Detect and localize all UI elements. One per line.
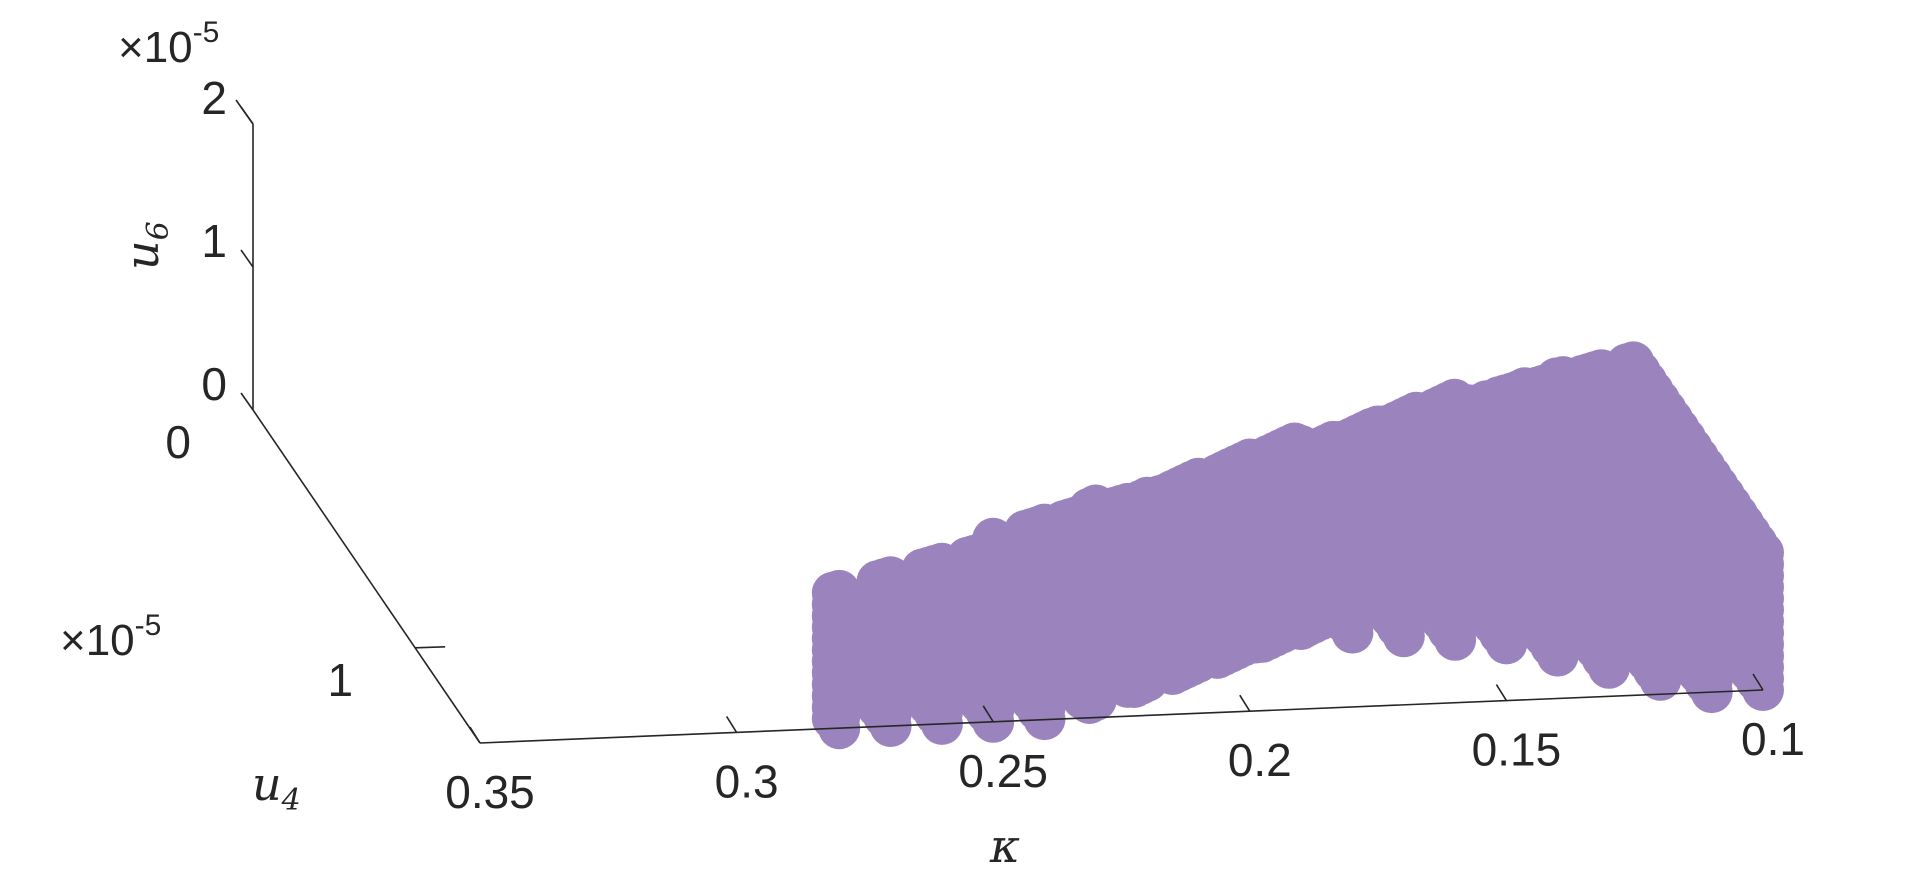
y-axis-exponent: ×10-5 [60,609,161,665]
y-axis-label-main: u [252,757,282,811]
y-tick-mark [415,646,446,649]
y-axis-line [252,409,481,744]
z-tick-label: 1 [201,215,227,267]
scatter-point [901,548,944,591]
x-tick-label: 0.25 [958,745,1048,797]
scatter-point [1125,478,1168,521]
scatter-point [1605,343,1648,386]
scatter-point [1080,490,1123,533]
z-tick-label: 0 [201,358,227,410]
z-tick-mark [240,106,254,125]
scatter-point [1298,434,1341,477]
scatter-point [1516,366,1559,409]
x-tick-mark [469,726,481,744]
z-axis-label: u6 [115,221,176,270]
scatter-point [1035,513,1078,556]
scatter-point [811,571,854,614]
y-exponent-power: -5 [135,609,162,642]
x-tick-mark [1239,694,1251,712]
x-tick-label: 0.35 [445,766,535,818]
scatter-point [1477,376,1520,419]
scatter-point [946,536,989,579]
z-tick-mark [240,392,254,411]
x-tick-label: 0.2 [1228,734,1292,786]
scatter-point [1388,411,1431,453]
x-axis-ticks: 0.35 0.3 0.25 0.2 0.15 0.1 [445,673,1805,818]
scatter-point [1163,469,1206,512]
y-exponent-prefix: ×10 [60,616,135,665]
scatter-point [1561,355,1603,397]
point-cloud [811,341,1784,750]
z-axis-label-main: u [115,240,169,270]
z-axis-exponent: ×10-5 [118,16,219,72]
scatter-point [1432,388,1475,430]
x-axis-label: κ [989,819,1020,873]
y-axis-label: u4 [252,757,301,818]
y-axis-ticks: 01 [165,416,446,706]
z-exponent-power: -5 [193,16,220,49]
z-tick-mark [240,249,254,268]
scatter-point [1253,445,1296,488]
z-axis-ticks: 0 1 2 [201,72,254,411]
scatter-point [1208,457,1251,500]
x-tick-label: 0.1 [1741,713,1805,765]
x-tick-mark [725,715,738,733]
y-tick-label: 0 [165,416,191,468]
x-axis-line [479,689,1764,744]
z-exponent-prefix: ×10 [118,23,193,72]
scatter-point [856,560,899,603]
scatter-point [1343,422,1386,465]
z-tick-label: 2 [201,72,227,124]
y-axis-label-sub: 4 [281,783,301,818]
x-tick-label: 0.15 [1472,724,1562,776]
scatter-point [991,525,1034,568]
x-tick-mark [982,705,994,723]
y-tick-label: 1 [328,654,354,706]
x-tick-mark [1495,684,1508,702]
x-tick-label: 0.3 [715,755,779,807]
z-axis-label-sub: 6 [141,221,176,240]
x-tick-mark [1752,673,1764,691]
